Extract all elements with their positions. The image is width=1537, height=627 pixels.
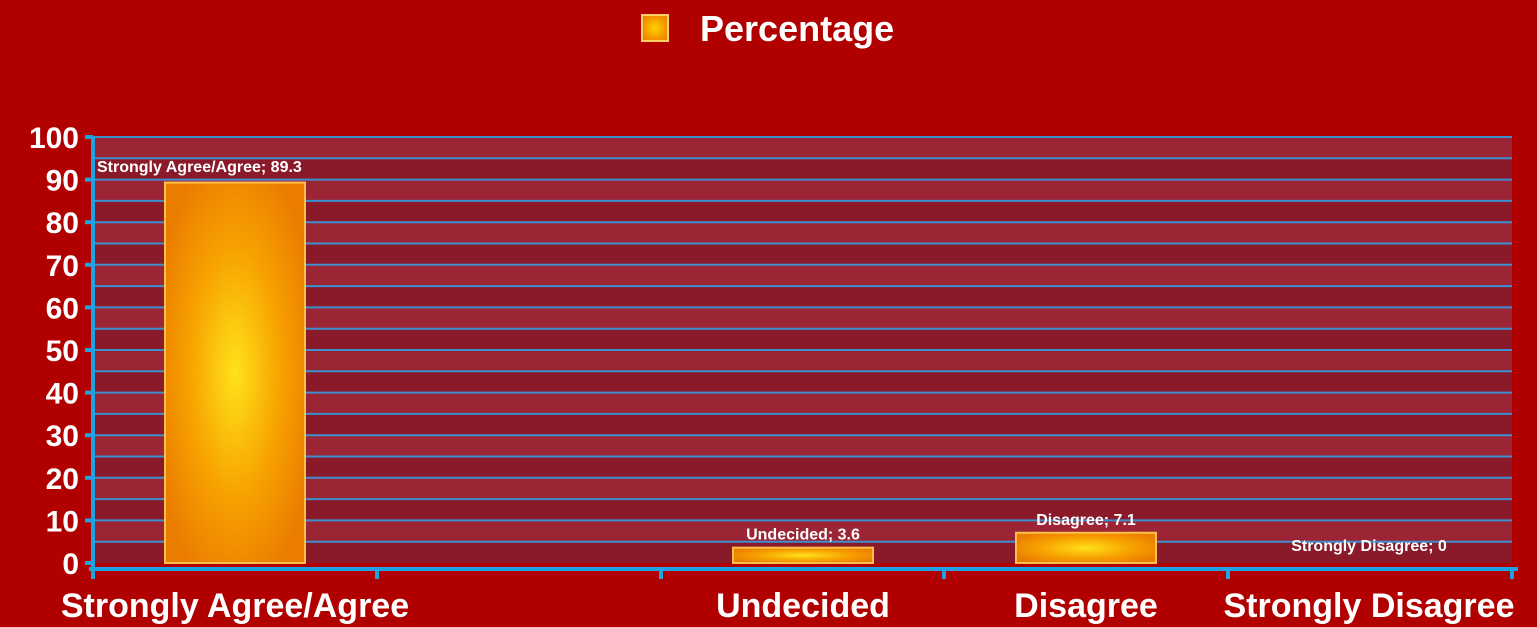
plot-band	[93, 158, 1512, 180]
plot-band	[93, 477, 1512, 500]
x-tick-label: Undecided	[716, 587, 890, 625]
plot-band	[93, 137, 1512, 159]
bar-1	[732, 546, 874, 565]
y-tick-label: 10	[46, 505, 79, 538]
y-tick-label: 60	[46, 292, 79, 325]
plot-bands	[93, 137, 1512, 563]
plot-band	[93, 499, 1512, 521]
y-tick-label: 20	[46, 463, 79, 496]
y-tick-label: 90	[46, 165, 79, 198]
plot-band	[93, 392, 1512, 414]
data-label: Strongly Disagree; 0	[1291, 538, 1447, 555]
y-tick-labels: 0 10 20 30 40 50 60 70 80 90 100	[29, 122, 79, 581]
y-tick-label: 40	[46, 378, 79, 411]
data-labels: Strongly Agree/Agree; 89.3 Undecided; 3.6…	[97, 159, 1447, 555]
plot-band	[93, 456, 1512, 478]
plot-band	[93, 328, 1512, 350]
legend-label: Percentage	[700, 8, 895, 49]
x-tick-label: Strongly Disagree	[1224, 587, 1515, 625]
y-tick-label: 80	[46, 207, 79, 240]
legend-swatch	[641, 14, 669, 42]
axes	[85, 135, 1518, 579]
plot-band	[93, 307, 1512, 329]
bar-0	[164, 181, 306, 564]
plot-band	[93, 435, 1512, 457]
plot-band	[93, 371, 1512, 393]
x-tick-label: Strongly Agree/Agree	[61, 587, 409, 625]
plot-band	[93, 413, 1512, 436]
plot-band	[93, 264, 1512, 287]
x-tick-label: Disagree	[1014, 587, 1158, 625]
data-label: Disagree; 7.1	[1036, 512, 1136, 529]
plot-band	[93, 286, 1512, 308]
y-tick-label: 70	[46, 250, 79, 283]
bars	[164, 181, 1157, 565]
plot-band	[93, 179, 1512, 201]
y-tick-label: 0	[62, 548, 79, 581]
bar-2	[1015, 531, 1157, 565]
plot-band	[93, 243, 1512, 265]
data-label: Strongly Agree/Agree; 89.3	[97, 159, 302, 176]
y-tick-label: 100	[29, 122, 79, 155]
y-tick-label: 30	[46, 420, 79, 453]
plot-band	[93, 350, 1512, 372]
plot-band	[93, 200, 1512, 223]
y-tick-label: 50	[46, 335, 79, 368]
plot-band	[93, 520, 1512, 542]
plot-band	[93, 222, 1512, 244]
x-tick-labels: Strongly Agree/Agree Undecided Disagree Str…	[61, 587, 1515, 625]
data-label: Undecided; 3.6	[746, 527, 860, 544]
gridlines	[93, 136, 1512, 543]
